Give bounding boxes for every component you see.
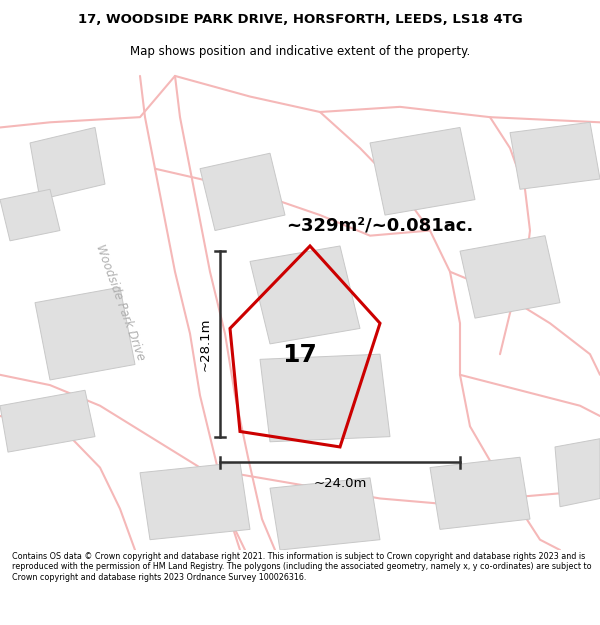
- Text: 17: 17: [283, 343, 317, 367]
- Polygon shape: [0, 390, 95, 452]
- Polygon shape: [260, 354, 390, 442]
- Text: 17, WOODSIDE PARK DRIVE, HORSFORTH, LEEDS, LS18 4TG: 17, WOODSIDE PARK DRIVE, HORSFORTH, LEED…: [77, 13, 523, 26]
- Polygon shape: [460, 236, 560, 318]
- Polygon shape: [270, 478, 380, 550]
- Text: ~329m²/~0.081ac.: ~329m²/~0.081ac.: [286, 216, 473, 234]
- Polygon shape: [555, 439, 600, 507]
- Text: ~28.1m: ~28.1m: [199, 317, 212, 371]
- Polygon shape: [250, 246, 360, 344]
- Polygon shape: [140, 462, 250, 540]
- Polygon shape: [510, 122, 600, 189]
- Polygon shape: [30, 127, 105, 199]
- Polygon shape: [370, 127, 475, 215]
- Polygon shape: [0, 189, 60, 241]
- Text: Contains OS data © Crown copyright and database right 2021. This information is : Contains OS data © Crown copyright and d…: [12, 552, 592, 582]
- Text: ~24.0m: ~24.0m: [313, 476, 367, 489]
- Text: Woodside Park Drive: Woodside Park Drive: [93, 243, 147, 362]
- Text: Map shows position and indicative extent of the property.: Map shows position and indicative extent…: [130, 45, 470, 58]
- Polygon shape: [430, 458, 530, 529]
- Polygon shape: [35, 288, 135, 380]
- Polygon shape: [200, 153, 285, 231]
